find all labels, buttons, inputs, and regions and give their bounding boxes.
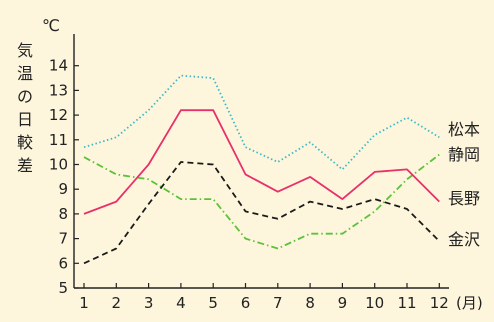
y-tick-label: 5 bbox=[58, 279, 68, 297]
y-tick-label: 7 bbox=[58, 230, 68, 248]
y-ticks: 5 6 7 8 9 10 11 12 13 14 bbox=[49, 57, 79, 297]
x-axis-unit: (月) bbox=[456, 294, 483, 312]
series-label: 静岡 bbox=[448, 145, 480, 164]
x-tick-label: 6 bbox=[241, 294, 251, 312]
series-label: 金沢 bbox=[448, 230, 480, 249]
series-line bbox=[83, 74, 440, 171]
y-axis-title-char: の bbox=[17, 87, 33, 106]
y-axis-unit: ℃ bbox=[42, 16, 60, 35]
x-ticks: 1 2 3 4 5 6 7 8 9 10 11 12 bbox=[79, 283, 449, 312]
x-tick-label: 4 bbox=[176, 294, 186, 312]
series-line bbox=[83, 109, 440, 215]
y-axis-title-char: 日 bbox=[17, 110, 33, 129]
series-label: 長野 bbox=[448, 189, 480, 208]
x-tick-label: 7 bbox=[273, 294, 283, 312]
x-tick-label: 2 bbox=[112, 294, 122, 312]
y-axis-title-char: 気 bbox=[17, 41, 33, 60]
x-tick-label: 1 bbox=[79, 294, 89, 312]
x-tick-label: 9 bbox=[338, 294, 348, 312]
y-tick-label: 10 bbox=[49, 156, 68, 174]
y-axis-title-char: 差 bbox=[17, 156, 33, 175]
y-axis-title-char: 較 bbox=[17, 133, 33, 152]
series-line bbox=[83, 153, 440, 250]
y-tick-label: 12 bbox=[49, 106, 68, 124]
series-lines bbox=[83, 74, 440, 265]
series-label: 松本 bbox=[448, 120, 480, 139]
x-tick-label: 12 bbox=[430, 294, 449, 312]
y-axis-title-char: 温 bbox=[17, 64, 33, 83]
y-tick-label: 9 bbox=[58, 180, 68, 198]
x-tick-label: 3 bbox=[144, 294, 154, 312]
y-tick-label: 13 bbox=[49, 81, 68, 99]
x-tick-label: 5 bbox=[208, 294, 218, 312]
y-tick-label: 14 bbox=[49, 57, 68, 75]
x-tick-label: 11 bbox=[397, 294, 416, 312]
x-tick-label: 8 bbox=[305, 294, 315, 312]
y-tick-label: 8 bbox=[58, 205, 68, 223]
series-line bbox=[83, 161, 440, 265]
y-tick-label: 6 bbox=[58, 254, 68, 272]
y-tick-label: 11 bbox=[49, 131, 68, 149]
x-tick-label: 10 bbox=[365, 294, 384, 312]
